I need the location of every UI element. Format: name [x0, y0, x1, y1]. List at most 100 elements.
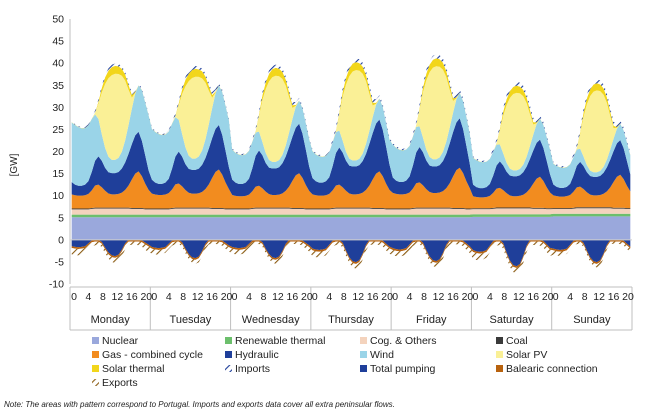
hour-tick-label: 12 [272, 291, 284, 303]
hour-tick-label: 4 [407, 291, 413, 303]
legend-swatch [225, 337, 232, 344]
hour-tick-label: 12 [433, 291, 445, 303]
area-nuclear [71, 216, 631, 240]
legend-label: Wind [370, 349, 394, 361]
hour-tick-label: 20 [140, 291, 152, 303]
hour-tick-label: 8 [261, 291, 267, 303]
day-label-monday: Monday [91, 314, 131, 326]
legend-item-gas-combined-cycle: Gas - combined cycle [92, 349, 203, 361]
legend-item-coal: Coal [496, 335, 528, 347]
legend-label: Nuclear [102, 335, 139, 347]
hour-tick-label: 8 [421, 291, 427, 303]
legend-label: Hydraulic [235, 349, 279, 361]
legend-label: Renewable thermal [235, 335, 325, 347]
y-tick-label: -10 [49, 279, 64, 291]
hour-tick-label: 20 [221, 291, 233, 303]
hour-tick-label: 16 [206, 291, 218, 303]
hour-tick-label: 0 [232, 291, 238, 303]
legend-item-solar-thermal: Solar thermal [92, 363, 164, 375]
y-tick-label: 10 [52, 190, 64, 202]
legend-swatch [360, 337, 367, 344]
legend-label: Exports [102, 377, 138, 389]
legend-swatch [92, 351, 99, 358]
y-tick-label: 5 [58, 212, 64, 224]
hour-tick-label: 20 [301, 291, 313, 303]
footnote: Note: The areas with pattern correspond … [4, 400, 395, 409]
legend-label: Gas - combined cycle [102, 349, 203, 361]
legend-swatch [496, 365, 503, 372]
y-axis-label: [GW] [9, 153, 20, 176]
y-tick-label: 20 [52, 146, 64, 158]
hour-tick-label: 16 [367, 291, 379, 303]
area-balearic-connection [71, 239, 631, 269]
area-total-pumping [71, 239, 631, 267]
hour-tick-label: 0 [151, 291, 157, 303]
legend-swatch [360, 351, 367, 358]
legend-item-wind: Wind [360, 349, 394, 361]
hour-tick-label: 4 [166, 291, 172, 303]
legend-swatch [496, 337, 503, 344]
hour-tick-label: 12 [352, 291, 364, 303]
hour-tick-label: 16 [527, 291, 539, 303]
area-exports [71, 241, 631, 274]
area-solar-pv [71, 66, 631, 173]
y-tick-label: 40 [52, 58, 64, 70]
hour-tick-label: 4 [246, 291, 252, 303]
area-hydraulic [71, 118, 631, 198]
hour-tick-label: 20 [542, 291, 554, 303]
legend-label: Solar thermal [102, 363, 164, 375]
hour-tick-label: 20 [381, 291, 393, 303]
legend-swatch [496, 351, 503, 358]
legend-label: Coal [506, 335, 528, 347]
hour-tick-label: 16 [608, 291, 620, 303]
hour-tick-label: 8 [180, 291, 186, 303]
legend-item-nuclear: Nuclear [92, 335, 139, 347]
hour-tick-label: 0 [392, 291, 398, 303]
y-tick-label: 30 [52, 102, 64, 114]
y-tick-label: 25 [52, 124, 64, 136]
legend-label: Total pumping [370, 363, 436, 375]
hour-tick-label: 4 [326, 291, 332, 303]
legend-label: Balearic connection [506, 363, 598, 375]
hour-tick-label: 16 [447, 291, 459, 303]
hour-tick-label: 12 [192, 291, 204, 303]
hour-tick-label: 12 [513, 291, 525, 303]
y-tick-label: -5 [55, 256, 64, 268]
hour-tick-label: 0 [312, 291, 318, 303]
y-tick-label: 45 [52, 36, 64, 48]
hour-tick-label: 16 [126, 291, 138, 303]
area-cog-others [71, 208, 631, 215]
legend-swatch [92, 379, 99, 386]
legend-swatch [92, 337, 99, 344]
y-tick-label: 15 [52, 168, 64, 180]
hour-tick-label: 4 [567, 291, 573, 303]
hour-tick-label: 8 [100, 291, 106, 303]
hour-tick-label: 20 [622, 291, 634, 303]
legend-swatch [360, 365, 367, 372]
legend-label: Cog. & Others [370, 335, 437, 347]
hour-tick-label: 8 [582, 291, 588, 303]
day-label-wednesday: Wednesday [242, 314, 300, 326]
legend-item-hydraulic: Hydraulic [225, 349, 279, 361]
legend-item-total-pumping: Total pumping [360, 363, 436, 375]
day-label-saturday: Saturday [490, 314, 535, 326]
hour-tick-label: 0 [553, 291, 559, 303]
legend-item-balearic-connection: Balearic connection [496, 363, 598, 375]
hour-tick-label: 12 [112, 291, 124, 303]
y-tick-label: 35 [52, 80, 64, 92]
legend-item-imports: Imports [225, 363, 270, 375]
legend: Nuclear Renewable thermal Cog. & Others Coa… [92, 335, 598, 389]
legend-swatch [225, 351, 232, 358]
area-wind [71, 85, 631, 189]
legend-swatch [225, 365, 232, 372]
legend-item-cog-others: Cog. & Others [360, 335, 437, 347]
hour-tick-label: 12 [593, 291, 605, 303]
hour-tick-label: 0 [473, 291, 479, 303]
day-label-thursday: Thursday [328, 314, 374, 326]
area-coal [71, 207, 631, 210]
hour-tick-label: 16 [287, 291, 299, 303]
hour-tick-label: 4 [86, 291, 92, 303]
legend-item-solar-pv: Solar PV [496, 349, 547, 361]
